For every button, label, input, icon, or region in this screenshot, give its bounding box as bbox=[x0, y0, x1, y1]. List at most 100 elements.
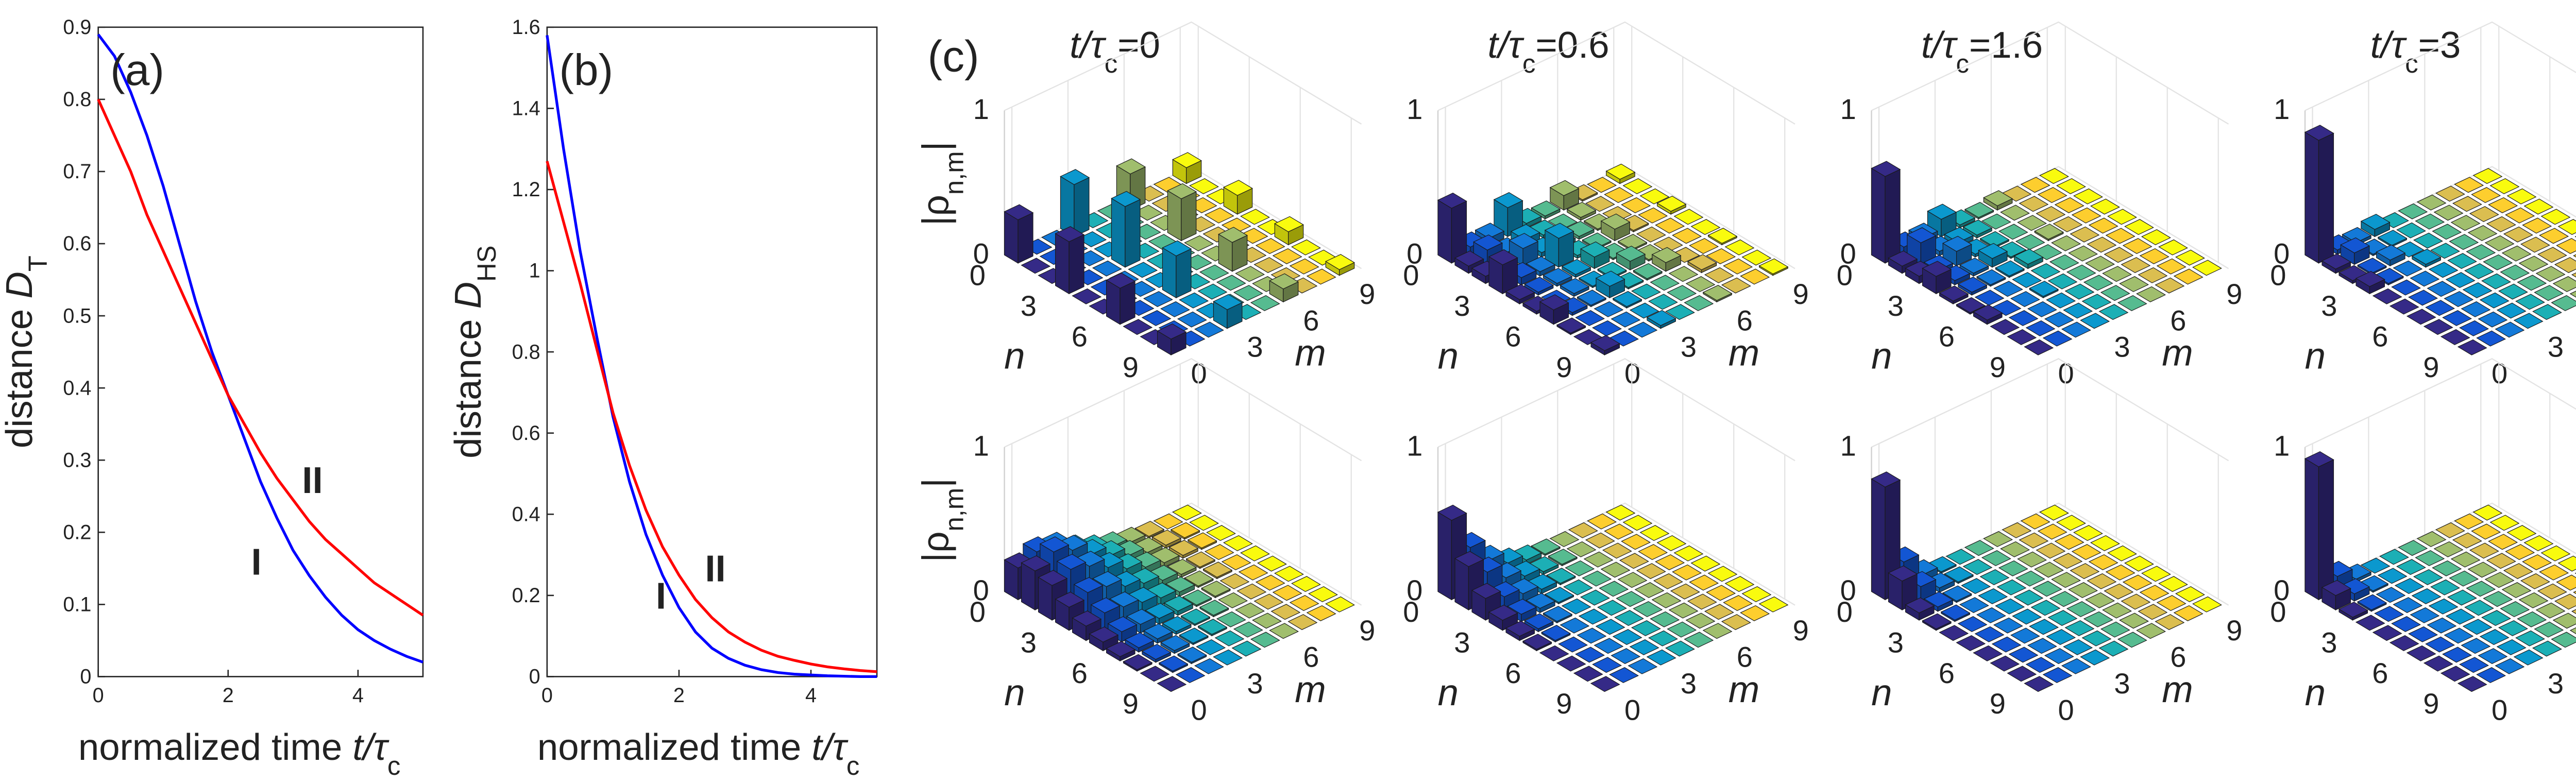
bar3d bbox=[1522, 634, 1552, 652]
bar3d bbox=[1252, 613, 1282, 629]
bar-top bbox=[1454, 250, 1484, 267]
y-tick-label: 0.3 bbox=[63, 449, 91, 471]
bar3d bbox=[1162, 240, 1192, 299]
bar3d bbox=[1976, 269, 2006, 287]
bar3d bbox=[1655, 554, 1685, 570]
n-tick-label: 3 bbox=[1454, 290, 1470, 322]
bar3d bbox=[2461, 638, 2491, 654]
bar3d bbox=[1544, 223, 1574, 268]
n-axis-label: n bbox=[1438, 672, 1459, 713]
z-tick-label: 1 bbox=[973, 429, 989, 462]
bar3d bbox=[2081, 630, 2112, 647]
m-tick-label: 0 bbox=[2492, 357, 2507, 389]
panel-title: t/τc=1.6 bbox=[1921, 24, 2043, 78]
bar-top bbox=[2506, 188, 2537, 205]
m-tick-label: 6 bbox=[1737, 641, 1753, 673]
bar-face bbox=[2304, 458, 2319, 601]
bar-top bbox=[1619, 553, 1649, 569]
bar-top bbox=[2573, 590, 2576, 594]
bar3d bbox=[1650, 275, 1680, 291]
n-tick-label: 0 bbox=[2270, 596, 2286, 628]
grid-line bbox=[1004, 21, 1362, 125]
bar-top bbox=[2513, 313, 2544, 329]
z-tick-label: 0 bbox=[1406, 237, 1422, 270]
grid-line bbox=[2304, 21, 2576, 111]
bar-top bbox=[2102, 602, 2132, 619]
bar-top bbox=[2117, 632, 2147, 648]
bar-top bbox=[1531, 200, 1561, 217]
bar3d bbox=[1269, 273, 1299, 303]
bar3d bbox=[1524, 277, 1554, 296]
bar3d bbox=[1687, 593, 1717, 610]
bar3d bbox=[2119, 276, 2149, 292]
bar-top bbox=[2046, 629, 2076, 645]
z-axis-label-part: |ρ bbox=[915, 532, 957, 563]
bar3d bbox=[2522, 554, 2552, 570]
bar-top bbox=[2032, 581, 2062, 597]
bar-top bbox=[2461, 301, 2491, 317]
bar3d bbox=[1939, 625, 1969, 641]
bar3d bbox=[1274, 566, 1304, 582]
y-tick-label: 1.4 bbox=[512, 97, 540, 120]
bar-top bbox=[1622, 515, 1653, 531]
bar3d bbox=[2569, 627, 2576, 635]
bar-top bbox=[2044, 311, 2074, 328]
bar-top bbox=[1665, 304, 1695, 320]
bar-top bbox=[1255, 238, 1285, 254]
bar-face bbox=[1167, 190, 1182, 242]
bar-top bbox=[1509, 233, 1539, 249]
bar3d bbox=[2484, 235, 2515, 251]
bar-top bbox=[2478, 311, 2508, 328]
bar-top bbox=[2019, 532, 2049, 549]
bar-top bbox=[1594, 638, 1624, 654]
bar-top bbox=[2406, 309, 2436, 325]
bar3d bbox=[1614, 610, 1644, 626]
bar-top bbox=[2355, 615, 2385, 631]
bar3d bbox=[1638, 544, 1668, 560]
bar-top bbox=[2080, 649, 2110, 666]
bar-top bbox=[2098, 640, 2129, 657]
panel-label: (b) bbox=[559, 45, 613, 95]
y-tick-label: 0 bbox=[80, 666, 91, 688]
bar3d bbox=[1639, 525, 1670, 541]
bar-top bbox=[2070, 226, 2100, 243]
bar-top bbox=[2122, 238, 2153, 254]
bar3d bbox=[2008, 310, 2039, 326]
bar-top bbox=[2376, 587, 2406, 603]
bar3d bbox=[2435, 522, 2465, 538]
bar3d bbox=[2427, 617, 2457, 634]
bar3d bbox=[1974, 290, 2005, 306]
bar3d bbox=[1157, 323, 1187, 356]
bar-top bbox=[1539, 294, 1569, 311]
bar-top bbox=[2104, 247, 2134, 263]
series-line bbox=[97, 98, 424, 617]
bar-top bbox=[2498, 620, 2528, 636]
bar3d bbox=[2466, 581, 2496, 597]
bar3d bbox=[2007, 329, 2037, 345]
bar3d bbox=[2432, 560, 2462, 576]
bar-top bbox=[2464, 600, 2494, 616]
bar3d bbox=[1611, 311, 1641, 328]
bar3d bbox=[1655, 217, 1685, 234]
bar-top bbox=[2007, 329, 2037, 345]
bar3d bbox=[2416, 194, 2447, 211]
bar3d bbox=[2501, 245, 2532, 262]
bar3d bbox=[2173, 268, 2204, 285]
bar-top bbox=[1253, 257, 1284, 273]
bar3d bbox=[2117, 632, 2147, 648]
bar-top bbox=[1721, 614, 1751, 630]
bar3d bbox=[2506, 525, 2537, 541]
bar3d bbox=[2321, 253, 2351, 274]
bar-top bbox=[1223, 535, 1253, 551]
bar3d bbox=[2192, 596, 2222, 613]
bar-top bbox=[1072, 610, 1102, 627]
bar-top bbox=[1646, 649, 1676, 666]
bar-top bbox=[1235, 602, 1265, 619]
bar-top bbox=[1287, 614, 1318, 630]
bar3d bbox=[2440, 666, 2470, 682]
bar3d bbox=[2476, 330, 2506, 347]
bar-top bbox=[2049, 254, 2079, 270]
z-axis-label-part: n,m bbox=[939, 488, 969, 532]
bar-top bbox=[2432, 224, 2462, 240]
bar3d bbox=[1617, 572, 1648, 588]
